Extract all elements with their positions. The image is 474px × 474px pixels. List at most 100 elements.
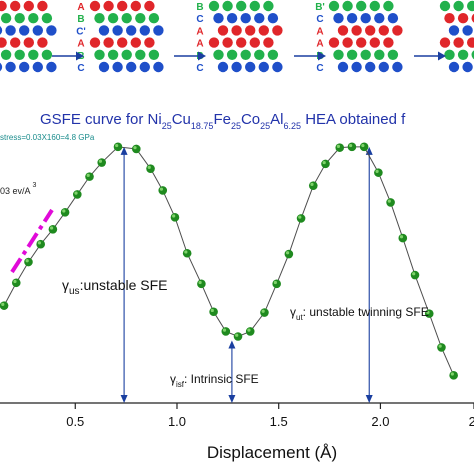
- chart-title: GSFE curve for Ni25Cu18.75Fe25Co25Al6.25…: [40, 111, 406, 131]
- atom: [467, 37, 474, 48]
- atom: [254, 49, 265, 60]
- atom: [135, 49, 146, 60]
- atom: [130, 37, 141, 48]
- atom: [148, 49, 160, 60]
- atom: [254, 13, 265, 24]
- atom-row: A: [196, 25, 283, 37]
- atom: [98, 25, 110, 36]
- x-axis-label: Displacement (Å): [207, 443, 337, 462]
- data-point: [410, 270, 420, 280]
- title-subscript: 25: [260, 121, 270, 131]
- atom: [444, 13, 455, 24]
- atom: [378, 25, 389, 36]
- data-point: [374, 168, 383, 177]
- atom: [236, 37, 247, 48]
- atom-row: C: [316, 61, 403, 74]
- atom: [337, 25, 349, 36]
- atom: [444, 49, 455, 60]
- atom: [258, 61, 269, 73]
- title-subscript: 25: [162, 121, 172, 131]
- atom: [126, 25, 137, 36]
- atom-row: B: [196, 49, 279, 62]
- atom-row: C: [196, 13, 279, 25]
- atom: [333, 49, 344, 60]
- atom-row: B: [196, 0, 274, 13]
- atom: [245, 25, 256, 36]
- atom: [240, 13, 251, 24]
- atom: [126, 61, 137, 73]
- atom: [112, 61, 123, 73]
- data-point: [424, 309, 434, 318]
- atom: [19, 25, 30, 36]
- atom: [139, 25, 150, 36]
- atom: [392, 25, 403, 36]
- layer-label: A: [77, 2, 84, 13]
- atom: [37, 0, 48, 12]
- layer-label: A: [77, 39, 84, 50]
- stacking-sequence-panels: ABC'ABCBCAABCB'CAABC: [0, 0, 474, 74]
- layer-label: C: [316, 63, 323, 74]
- atom: [356, 0, 367, 12]
- layer-label: C: [196, 63, 203, 74]
- atom-row: A: [77, 37, 155, 50]
- atom: [236, 0, 247, 12]
- atom: [351, 61, 362, 73]
- atom: [467, 0, 474, 12]
- data-point: [221, 327, 231, 336]
- stacking-panel: B'CAABC: [315, 0, 403, 74]
- atom: [89, 0, 101, 12]
- slope-label: 03 ev/A 3: [0, 182, 37, 196]
- title-text: HEA obtained f: [301, 111, 406, 128]
- data-point: [209, 307, 218, 317]
- layer-label: C: [196, 14, 203, 25]
- data-point: [321, 159, 330, 169]
- atom-row: C: [196, 61, 283, 74]
- data-point: [398, 233, 408, 243]
- atom: [0, 49, 12, 60]
- atom: [226, 13, 238, 24]
- data-point: [449, 371, 458, 380]
- data-point: [24, 257, 33, 267]
- data-point: [347, 142, 357, 152]
- layer-label: C: [77, 63, 84, 74]
- layer-label: B: [196, 2, 203, 13]
- atom: [117, 0, 128, 12]
- atom: [32, 61, 43, 73]
- atom: [222, 37, 233, 48]
- atom-row: [448, 61, 473, 73]
- atom: [94, 49, 105, 60]
- stacking-panel: BCAABC: [196, 0, 283, 74]
- atom: [383, 0, 394, 12]
- atom: [392, 61, 403, 73]
- atom: [0, 37, 7, 48]
- data-point: [245, 327, 255, 336]
- atom-row: A: [77, 0, 155, 13]
- unstable-sfe-label: γus:unstable SFE: [62, 277, 168, 297]
- data-point: [272, 279, 281, 289]
- atom-row: [0, 37, 48, 48]
- data-point: [11, 278, 21, 288]
- atom: [356, 37, 367, 48]
- data-point: [437, 343, 446, 352]
- atom: [94, 13, 105, 24]
- atom: [144, 0, 155, 12]
- atom-row: [439, 37, 474, 48]
- atom: [378, 61, 389, 73]
- atom: [121, 13, 132, 24]
- atom: [272, 61, 283, 73]
- atom: [217, 61, 229, 73]
- atom: [328, 37, 340, 48]
- atom: [231, 61, 242, 73]
- atom: [263, 37, 274, 48]
- atom: [342, 0, 353, 12]
- data-point: [48, 225, 58, 234]
- atom: [439, 0, 451, 12]
- atom: [258, 25, 269, 36]
- x-axis-ticks: 0.5 1.0 1.5 2.0 2.: [66, 403, 474, 429]
- atom: [23, 37, 34, 48]
- atom: [374, 49, 385, 60]
- atom: [387, 49, 399, 60]
- atom: [360, 13, 371, 24]
- atom: [448, 25, 460, 36]
- atom: [135, 13, 146, 24]
